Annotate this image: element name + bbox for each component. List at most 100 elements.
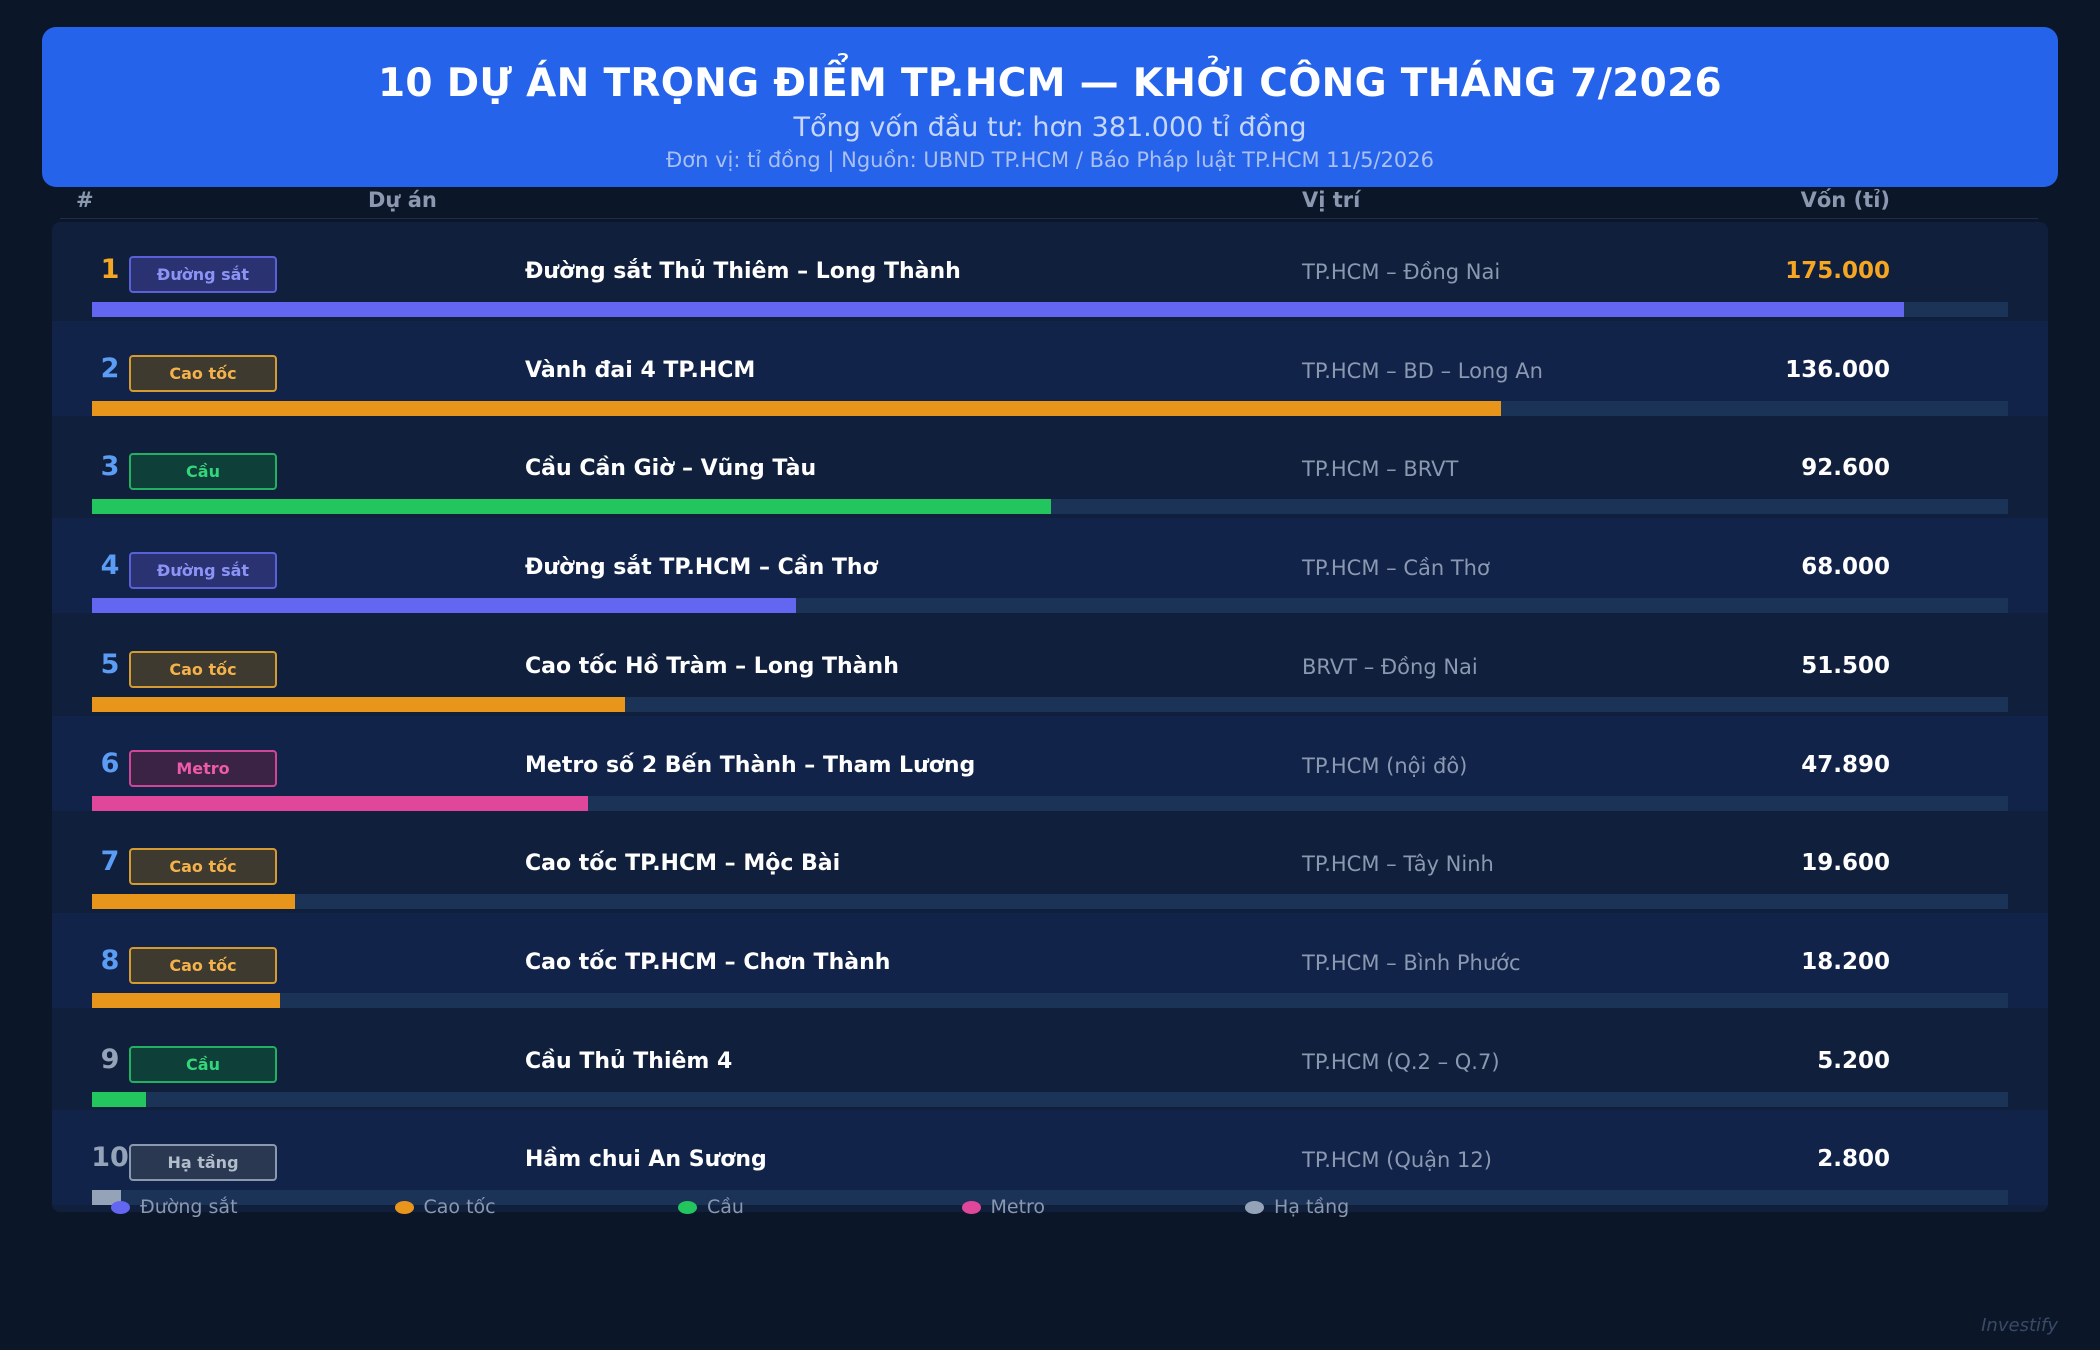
value-bar [92,499,1052,515]
category-badge: Cao tốc [129,354,277,392]
legend-swatch [111,1200,130,1214]
bar-track [92,400,2008,416]
capital-value: 92.600 [1801,455,1890,482]
bar-track [92,992,2008,1008]
project-location: TP.HCM (nội đô) [1302,753,1468,778]
project-location: TP.HCM – BD – Long An [1302,358,1543,383]
project-location: TP.HCM – BRVT [1302,457,1459,482]
legend-swatch [678,1200,697,1214]
project-location: TP.HCM – Cần Thơ [1302,556,1490,581]
bar-track [92,1190,2008,1206]
project-location: TP.HCM (Quận 12) [1302,1148,1492,1173]
bar-track [92,1091,2008,1107]
column-header-capital: Vốn (tỉ) [1800,188,1890,212]
rank-number: 4 [100,550,120,582]
table-row: 8 Cao tốc Cao tốc TP.HCM – Chơn Thành TP.HC… [52,912,2048,1008]
bar-track [92,795,2008,811]
project-name: Metro số 2 Bến Thành – Tham Lương [525,752,976,778]
rank-number: 9 [100,1043,120,1075]
capital-value: 5.200 [1817,1047,1890,1074]
bar-track [92,696,2008,712]
project-name: Cao tốc TP.HCM – Mộc Bài [525,851,841,877]
bar-track [92,499,2008,515]
capital-value: 18.200 [1801,948,1890,975]
project-name: Đường sắt Thủ Thiêm – Long Thành [525,259,961,284]
capital-value: 68.000 [1801,554,1890,581]
category-badge: Cầu [129,453,277,491]
header-divider [60,218,2038,219]
bar-track [92,302,2008,317]
rank-number: 1 [100,254,120,285]
legend-label: Metro [990,1196,1046,1218]
rank-number: 6 [100,747,120,779]
legend-item: Hạ tầng [1245,1196,1349,1218]
category-badge: Cao tốc [129,848,277,886]
table-row: 7 Cao tốc Cao tốc TP.HCM – Mộc Bài TP.HCM –… [52,814,2048,910]
table-row: 10 Hạ tầng Hầm chui An Sương TP.HCM (Quận 1… [52,1110,2048,1206]
project-location: TP.HCM (Q.2 – Q.7) [1302,1049,1500,1074]
legend-swatch [961,1200,981,1214]
table-row: 5 Cao tốc Cao tốc Hồ Tràm – Long Thành BRVT… [52,617,2048,712]
rank-number: 7 [100,846,120,878]
rank-number: 5 [100,648,120,680]
capital-value: 2.800 [1817,1146,1890,1173]
project-location: TP.HCM – Bình Phước [1302,950,1521,975]
legend-item: Metro [961,1196,1046,1218]
capital-value: 51.500 [1801,652,1890,679]
value-bar [92,598,797,614]
legend-item: Cầu [678,1196,744,1218]
project-location: TP.HCM – Đồng Nai [1302,260,1501,284]
page-subtitle: Tổng vốn đầu tư: hơn 381.000 tỉ đồng [793,111,1307,143]
table-row: 1 Đường sắt Đường sắt Thủ Thiêm – Long Thà… [52,222,2048,317]
value-bar [92,894,295,910]
rank-number: 3 [100,451,120,483]
legend-label: Cầu [707,1196,744,1218]
category-badge: Cầu [129,1045,277,1083]
legend-swatch [1245,1200,1264,1214]
category-badge: Cao tốc [129,650,277,688]
capital-value: 47.890 [1801,751,1890,778]
project-location: TP.HCM – Tây Ninh [1302,852,1494,877]
column-header-location: Vị trí [1302,188,1361,212]
rank-number: 8 [100,944,120,976]
legend-item: Cao tốc [394,1196,496,1218]
table-row: 3 Cầu Cầu Cần Giờ – Vũng Tàu TP.HCM – BRVT 9… [52,419,2048,515]
column-header-rank: # [76,188,94,212]
category-badge: Đường sắt [129,256,277,293]
capital-value: 19.600 [1801,850,1890,877]
category-badge: Đường sắt [129,552,277,590]
capital-value: 136.000 [1785,356,1890,383]
project-location: BRVT – Đồng Nai [1302,654,1478,679]
table-row: 9 Cầu Cầu Thủ Thiêm 4 TP.HCM (Q.2 – Q.7) 5.2… [52,1012,2048,1107]
legend-item: Đường sắt [111,1196,238,1218]
table-row: 2 Cao tốc Vành đai 4 TP.HCM TP.HCM – BD – L… [52,320,2048,416]
project-name: Cao tốc TP.HCM – Chơn Thành [525,949,891,975]
page-title: 10 DỰ ÁN TRỌNG ĐIỂM TP.HCM — KHỞI CÔNG T… [378,61,1722,106]
bar-track [92,894,2008,910]
legend-swatch [394,1200,414,1214]
value-bar [92,1091,146,1107]
table-row: 6 Metro Metro số 2 Bến Thành – Tham Lương T… [52,715,2048,811]
category-badge: Metro [129,749,277,787]
rank-number: 10 [91,1142,129,1174]
rank-number: 2 [100,352,120,384]
legend-label: Đường sắt [140,1196,238,1218]
source-note: Đơn vị: tỉ đồng | Nguồn: UBND TP.HCM / B… [666,147,1434,172]
value-bar [92,696,626,712]
table-row: 4 Đường sắt Đường sắt TP.HCM – Cần Thơ TP.H… [52,518,2048,614]
project-name: Đường sắt TP.HCM – Cần Thơ [525,555,878,581]
project-name: Vành đai 4 TP.HCM [525,357,756,383]
value-bar [92,795,588,811]
category-badge: Hạ tầng [129,1144,277,1182]
project-name: Cầu Thủ Thiêm 4 [525,1048,733,1074]
project-name: Cao tốc Hồ Tràm – Long Thành [525,653,899,679]
category-badge: Cao tốc [129,946,277,984]
legend-label: Cao tốc [423,1196,496,1218]
project-name: Cầu Cần Giờ – Vũng Tàu [525,456,817,482]
legend-label: Hạ tầng [1274,1196,1350,1218]
column-header-project: Dự án [368,188,437,212]
value-bar [92,400,1501,416]
header-banner: 10 DỰ ÁN TRỌNG ĐIỂM TP.HCM — KHỞI CÔNG T… [42,27,2058,187]
watermark: Investify [1981,1315,2058,1336]
bar-track [92,598,2008,614]
